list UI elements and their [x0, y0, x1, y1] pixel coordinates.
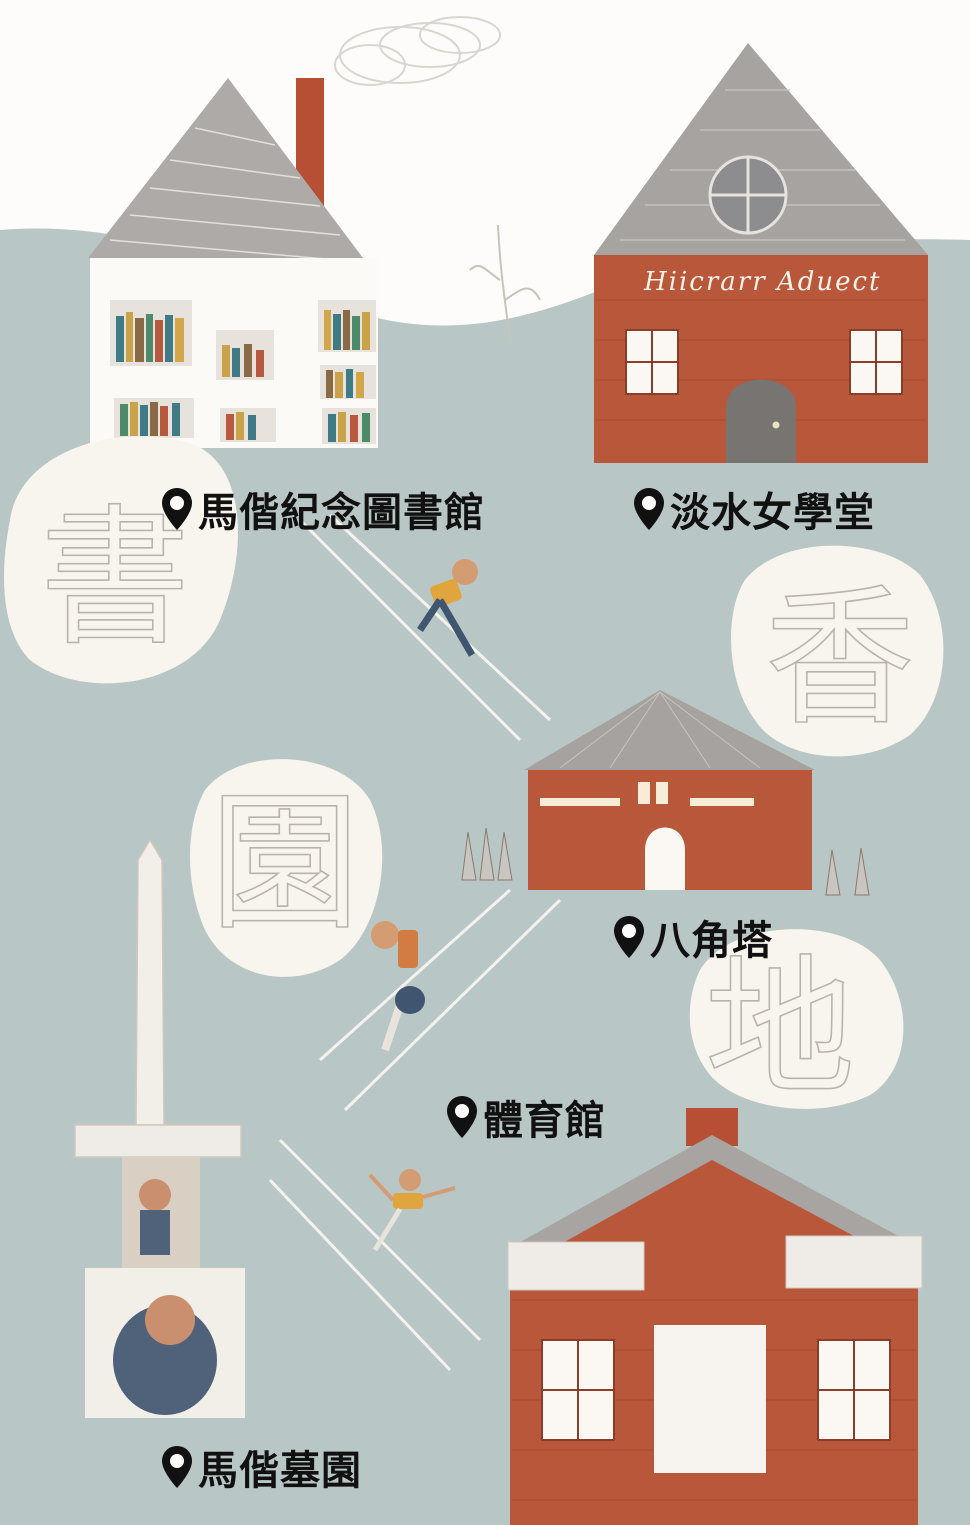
location-girls-school[interactable]: 淡水女學堂	[632, 480, 875, 538]
location-cemetery[interactable]: 馬偕墓園	[160, 1438, 362, 1496]
location-octagon-tower[interactable]: 八角塔	[612, 908, 773, 966]
map-pin-icon	[632, 486, 666, 532]
location-gymnasium[interactable]: 體育館	[445, 1088, 606, 1146]
location-name: 淡水女學堂	[670, 480, 875, 538]
map-pin-icon	[612, 914, 646, 960]
map-pin-icon	[445, 1094, 479, 1140]
bubble-yuan: 園	[190, 759, 382, 977]
building-sign: Hiicrarr Aduect	[643, 267, 881, 297]
bubble-xiang: 香	[731, 546, 943, 757]
location-name: 八角塔	[650, 908, 773, 966]
bubble-char-yuan: 園	[210, 777, 360, 951]
bubble-char-di: 地	[705, 942, 855, 1116]
map-pin-icon	[160, 1444, 194, 1490]
location-name: 體育館	[483, 1088, 606, 1146]
location-name: 馬偕墓園	[198, 1438, 362, 1496]
bubble-char-xiang: 香	[765, 572, 915, 746]
location-library[interactable]: 馬偕紀念圖書館	[160, 480, 485, 538]
location-name: 馬偕紀念圖書館	[198, 480, 485, 538]
map-pin-icon	[160, 486, 194, 532]
